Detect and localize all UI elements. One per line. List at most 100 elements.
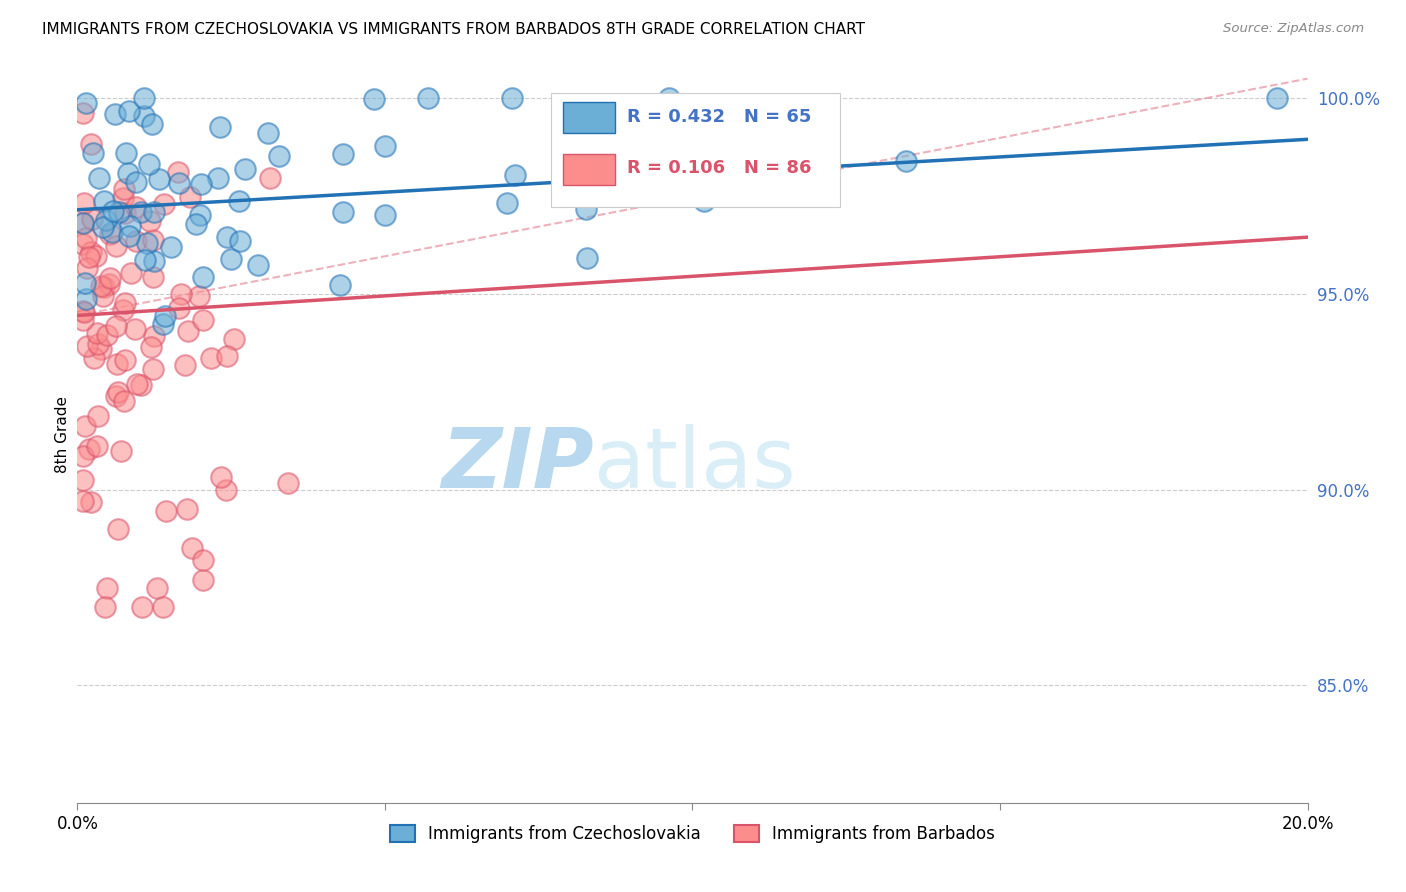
Point [114, 296, 136, 310]
Point [193, 313, 215, 327]
Point [141, 339, 163, 353]
Point [94, 600, 117, 615]
Point [191, 573, 214, 587]
Point [215, 483, 238, 497]
Point [184, 218, 207, 232]
Point [75, 292, 97, 306]
Point [188, 289, 211, 303]
Point [80, 245, 103, 260]
Point [86, 439, 108, 453]
Point [267, 149, 290, 163]
Point [91, 289, 114, 303]
Point [120, 266, 142, 280]
Point [363, 92, 385, 106]
Point [91, 220, 114, 235]
Point [105, 239, 128, 253]
Point [125, 235, 148, 249]
Point [208, 120, 231, 134]
Point [1265, 91, 1288, 105]
Point [89, 171, 111, 186]
Point [114, 206, 136, 220]
Point [96, 581, 118, 595]
Point [93, 280, 115, 294]
Point [176, 324, 198, 338]
Point [132, 109, 155, 123]
Point [101, 204, 124, 219]
Point [125, 200, 148, 214]
Point [101, 225, 124, 239]
Point [894, 153, 917, 168]
Point [575, 202, 598, 217]
Point [72, 216, 94, 230]
Point [82, 145, 104, 160]
Point [136, 235, 159, 250]
Point [131, 600, 153, 615]
Point [332, 146, 354, 161]
Point [124, 321, 146, 335]
Point [142, 270, 165, 285]
Point [576, 251, 599, 265]
Point [219, 252, 242, 266]
Point [72, 216, 94, 230]
Point [193, 270, 215, 285]
Point [83, 351, 105, 365]
Y-axis label: 8th Grade: 8th Grade [55, 396, 70, 474]
Point [73, 304, 96, 318]
Point [77, 250, 100, 264]
Point [495, 196, 517, 211]
Point [658, 91, 681, 105]
Point [139, 214, 162, 228]
Point [142, 329, 165, 343]
Point [180, 541, 202, 556]
Point [120, 219, 142, 233]
Point [374, 139, 396, 153]
Point [98, 227, 121, 241]
Point [96, 328, 118, 343]
Point [176, 502, 198, 516]
Point [125, 175, 148, 189]
Point [73, 196, 96, 211]
Point [155, 504, 177, 518]
Point [160, 239, 183, 253]
Point [98, 277, 121, 291]
Point [80, 494, 103, 508]
Point [117, 229, 139, 244]
Point [105, 357, 128, 371]
Point [332, 205, 354, 219]
Point [77, 442, 100, 456]
Point [90, 279, 112, 293]
Point [84, 249, 107, 263]
Point [228, 234, 250, 248]
Point [129, 377, 152, 392]
Point [209, 470, 232, 484]
Point [146, 581, 169, 595]
Point [713, 130, 735, 145]
Point [166, 165, 188, 179]
Point [127, 377, 149, 392]
Point [72, 236, 94, 251]
Point [72, 494, 94, 508]
Point [703, 154, 725, 169]
Point [112, 191, 135, 205]
Point [134, 253, 156, 268]
Point [228, 194, 250, 209]
Point [215, 350, 238, 364]
Point [110, 443, 132, 458]
Point [72, 304, 94, 318]
Point [72, 313, 94, 327]
Point [191, 553, 214, 567]
Point [73, 419, 96, 434]
Point [277, 476, 299, 491]
Point [418, 91, 440, 105]
Point [190, 177, 212, 191]
FancyBboxPatch shape [551, 93, 841, 207]
Point [167, 301, 190, 315]
Point [155, 309, 177, 323]
Point [117, 165, 139, 179]
Point [112, 182, 135, 196]
Point [170, 287, 193, 301]
Point [76, 261, 98, 276]
Text: R = 0.432   N = 65: R = 0.432 N = 65 [627, 108, 811, 126]
Point [96, 213, 118, 227]
Point [152, 600, 174, 615]
